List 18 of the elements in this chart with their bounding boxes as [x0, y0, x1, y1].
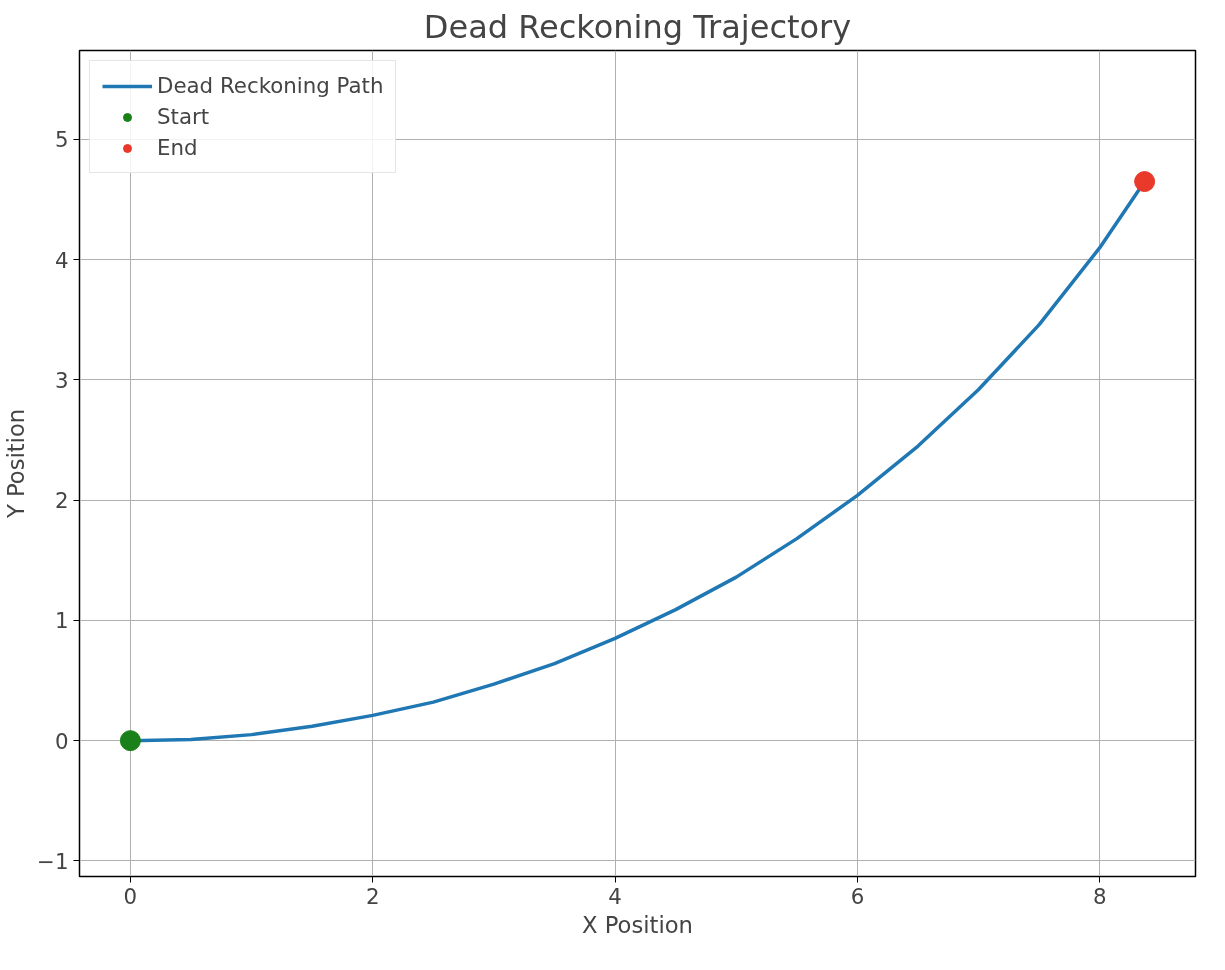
x-tick-label: 8	[1092, 883, 1107, 909]
y-tick-label: 1	[54, 608, 69, 634]
x-tick-label: 2	[365, 883, 380, 909]
x-tick-label: 4	[608, 883, 622, 909]
legend-label: Start	[157, 104, 210, 129]
y-axis-title: Y Position	[3, 408, 30, 520]
x-tick-label: 6	[850, 883, 865, 909]
y-tick-label: 5	[54, 127, 69, 153]
legend-label: Dead Reckoning Path	[157, 73, 384, 98]
y-tick-label: −1	[37, 848, 69, 874]
x-tick-label: 0	[123, 883, 138, 909]
y-tick-label: 0	[54, 728, 69, 754]
y-tick-label: 4	[54, 247, 69, 273]
legend-label: End	[157, 135, 198, 160]
y-tick-label: 3	[54, 367, 69, 393]
chart-title: Dead Reckoning Trajectory	[423, 7, 852, 46]
y-tick-label: 2	[54, 488, 69, 514]
x-axis-title: X Position	[582, 911, 693, 938]
